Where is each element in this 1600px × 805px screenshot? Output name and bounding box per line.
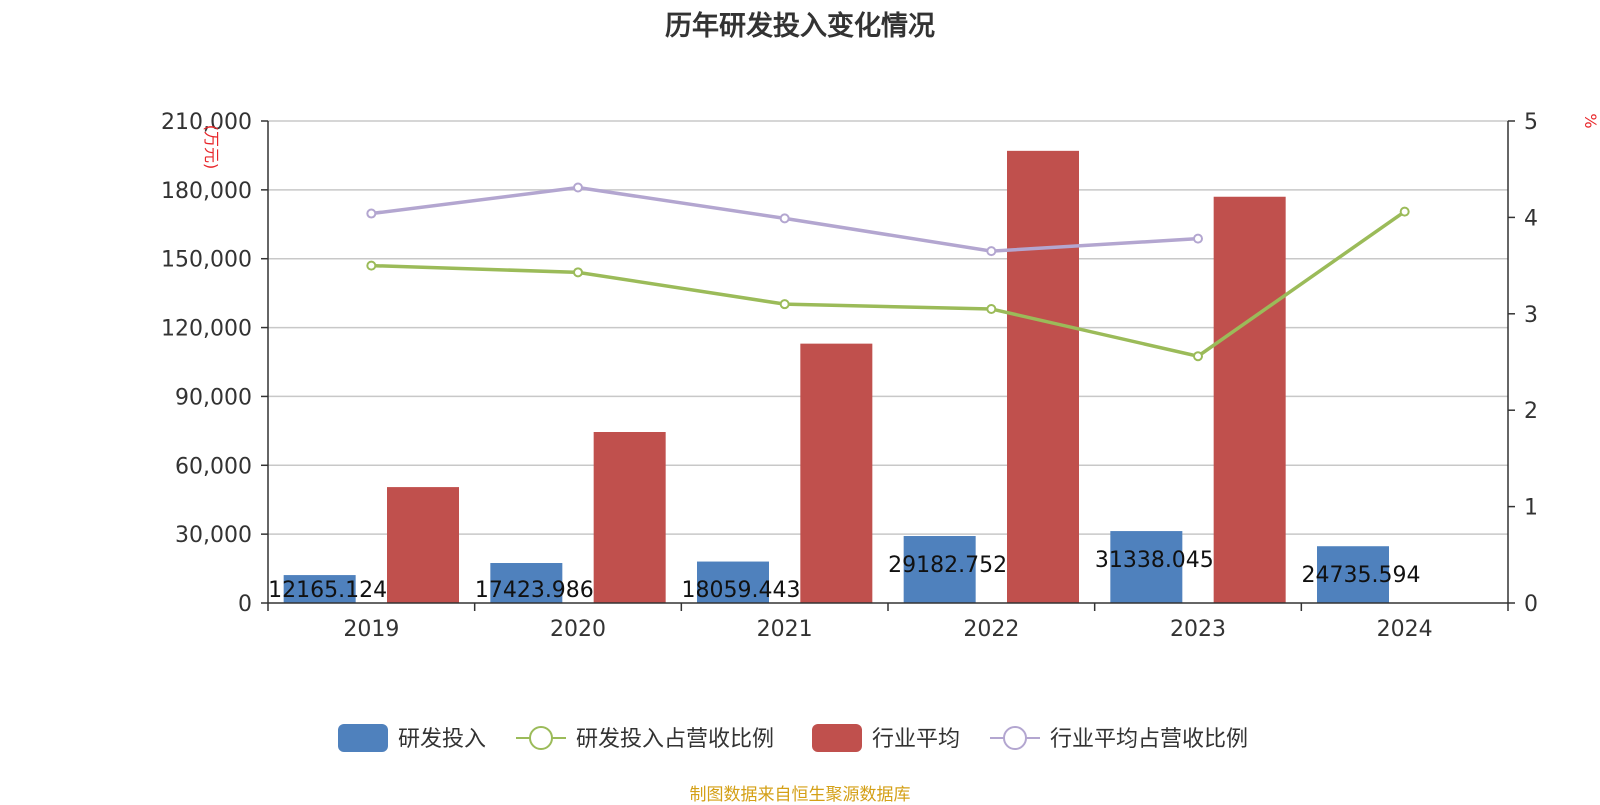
point-industry-ratio bbox=[986, 246, 997, 257]
legend-label: 研发投入占营收比例 bbox=[576, 727, 774, 752]
point-industry-ratio bbox=[573, 182, 583, 193]
legend-label: 行业平均 bbox=[872, 727, 960, 752]
bar-industry-average bbox=[593, 432, 666, 603]
legend-swatch bbox=[812, 724, 862, 752]
bar-rd-investment bbox=[1317, 546, 1389, 603]
grid-lines bbox=[268, 120, 1508, 535]
line-layer bbox=[366, 182, 1410, 362]
legend-marker bbox=[529, 726, 553, 750]
right-tick-label: 1 bbox=[1524, 496, 1538, 521]
x-tick-label: 2023 bbox=[1170, 617, 1226, 642]
right-tick-label: 3 bbox=[1524, 303, 1538, 328]
right-tick-label: 0 bbox=[1524, 592, 1538, 617]
bar-value-label: 18059.443 bbox=[682, 578, 801, 603]
point-rd-ratio bbox=[1193, 351, 1203, 362]
bar-value-label: 12165.124 bbox=[268, 578, 387, 603]
bar-value-label: 24735.594 bbox=[1302, 563, 1421, 588]
bar-value-label: 31338.045 bbox=[1095, 548, 1214, 573]
x-tick-label: 2022 bbox=[963, 617, 1019, 642]
bar-industry-average bbox=[1213, 196, 1286, 603]
left-tick-label: 60,000 bbox=[175, 454, 252, 479]
bar-industry-average bbox=[387, 487, 459, 603]
point-industry-ratio bbox=[1193, 233, 1203, 244]
x-tick-label: 2021 bbox=[757, 617, 813, 642]
legend-marker bbox=[1003, 726, 1027, 750]
x-tick-label: 2024 bbox=[1377, 617, 1433, 642]
bar-rd-investment bbox=[490, 563, 563, 603]
data-labels: 12165.124 17423.986 18059.443 29182.752 3133… bbox=[268, 548, 1420, 603]
x-tick-label: 2020 bbox=[550, 617, 606, 642]
point-rd-ratio bbox=[573, 267, 583, 278]
bar-value-label: 17423.986 bbox=[475, 578, 594, 603]
point-industry-ratio bbox=[366, 208, 377, 219]
line-rd-ratio bbox=[371, 210, 1406, 359]
right-tick-label: 5 bbox=[1524, 110, 1538, 135]
legend-swatch bbox=[338, 724, 388, 752]
bar-rd-investment bbox=[697, 561, 769, 603]
chart-title: 历年研发投入变化情况 bbox=[665, 11, 935, 42]
bar-rd-investment bbox=[1110, 531, 1183, 603]
legend-label: 研发投入 bbox=[398, 727, 486, 752]
right-tick-label: 2 bbox=[1524, 399, 1538, 424]
left-tick-label: 90,000 bbox=[175, 385, 252, 410]
source-note: 制图数据来自恒生聚源数据库 bbox=[689, 785, 911, 805]
left-axis-unit: (万元) bbox=[202, 125, 221, 170]
right-axis-unit: % bbox=[1581, 113, 1600, 128]
left-tick-label: 150,000 bbox=[161, 248, 252, 273]
point-industry-ratio bbox=[779, 213, 790, 224]
point-rd-ratio bbox=[779, 299, 790, 310]
left-tick-label: 30,000 bbox=[175, 523, 252, 548]
point-rd-ratio bbox=[366, 260, 377, 271]
left-tick-label: 120,000 bbox=[161, 317, 252, 342]
x-tick-label: 2019 bbox=[343, 617, 399, 642]
bar-rd-investment bbox=[903, 536, 976, 603]
point-rd-ratio bbox=[1399, 206, 1410, 217]
legend-label: 行业平均占营收比例 bbox=[1050, 727, 1248, 752]
bar-layer bbox=[283, 150, 1389, 604]
left-tick-label: 0 bbox=[238, 592, 252, 617]
bar-industry-average bbox=[1007, 150, 1079, 604]
left-tick-label: 180,000 bbox=[161, 179, 252, 204]
bar-value-label: 29182.752 bbox=[888, 553, 1007, 578]
left-tick-label: 210,000 bbox=[161, 110, 252, 135]
bar-rd-investment bbox=[283, 575, 356, 603]
legend: 研发投入 研发投入占营收比例 行业平均 行业平均占营收比例 bbox=[338, 724, 1248, 752]
point-rd-ratio bbox=[986, 303, 997, 314]
bar-industry-average bbox=[800, 343, 873, 603]
axes: 0 30,000 60,000 90,000 120,000 150,000 180,000… bbox=[161, 110, 1600, 642]
right-tick-label: 4 bbox=[1524, 206, 1538, 231]
